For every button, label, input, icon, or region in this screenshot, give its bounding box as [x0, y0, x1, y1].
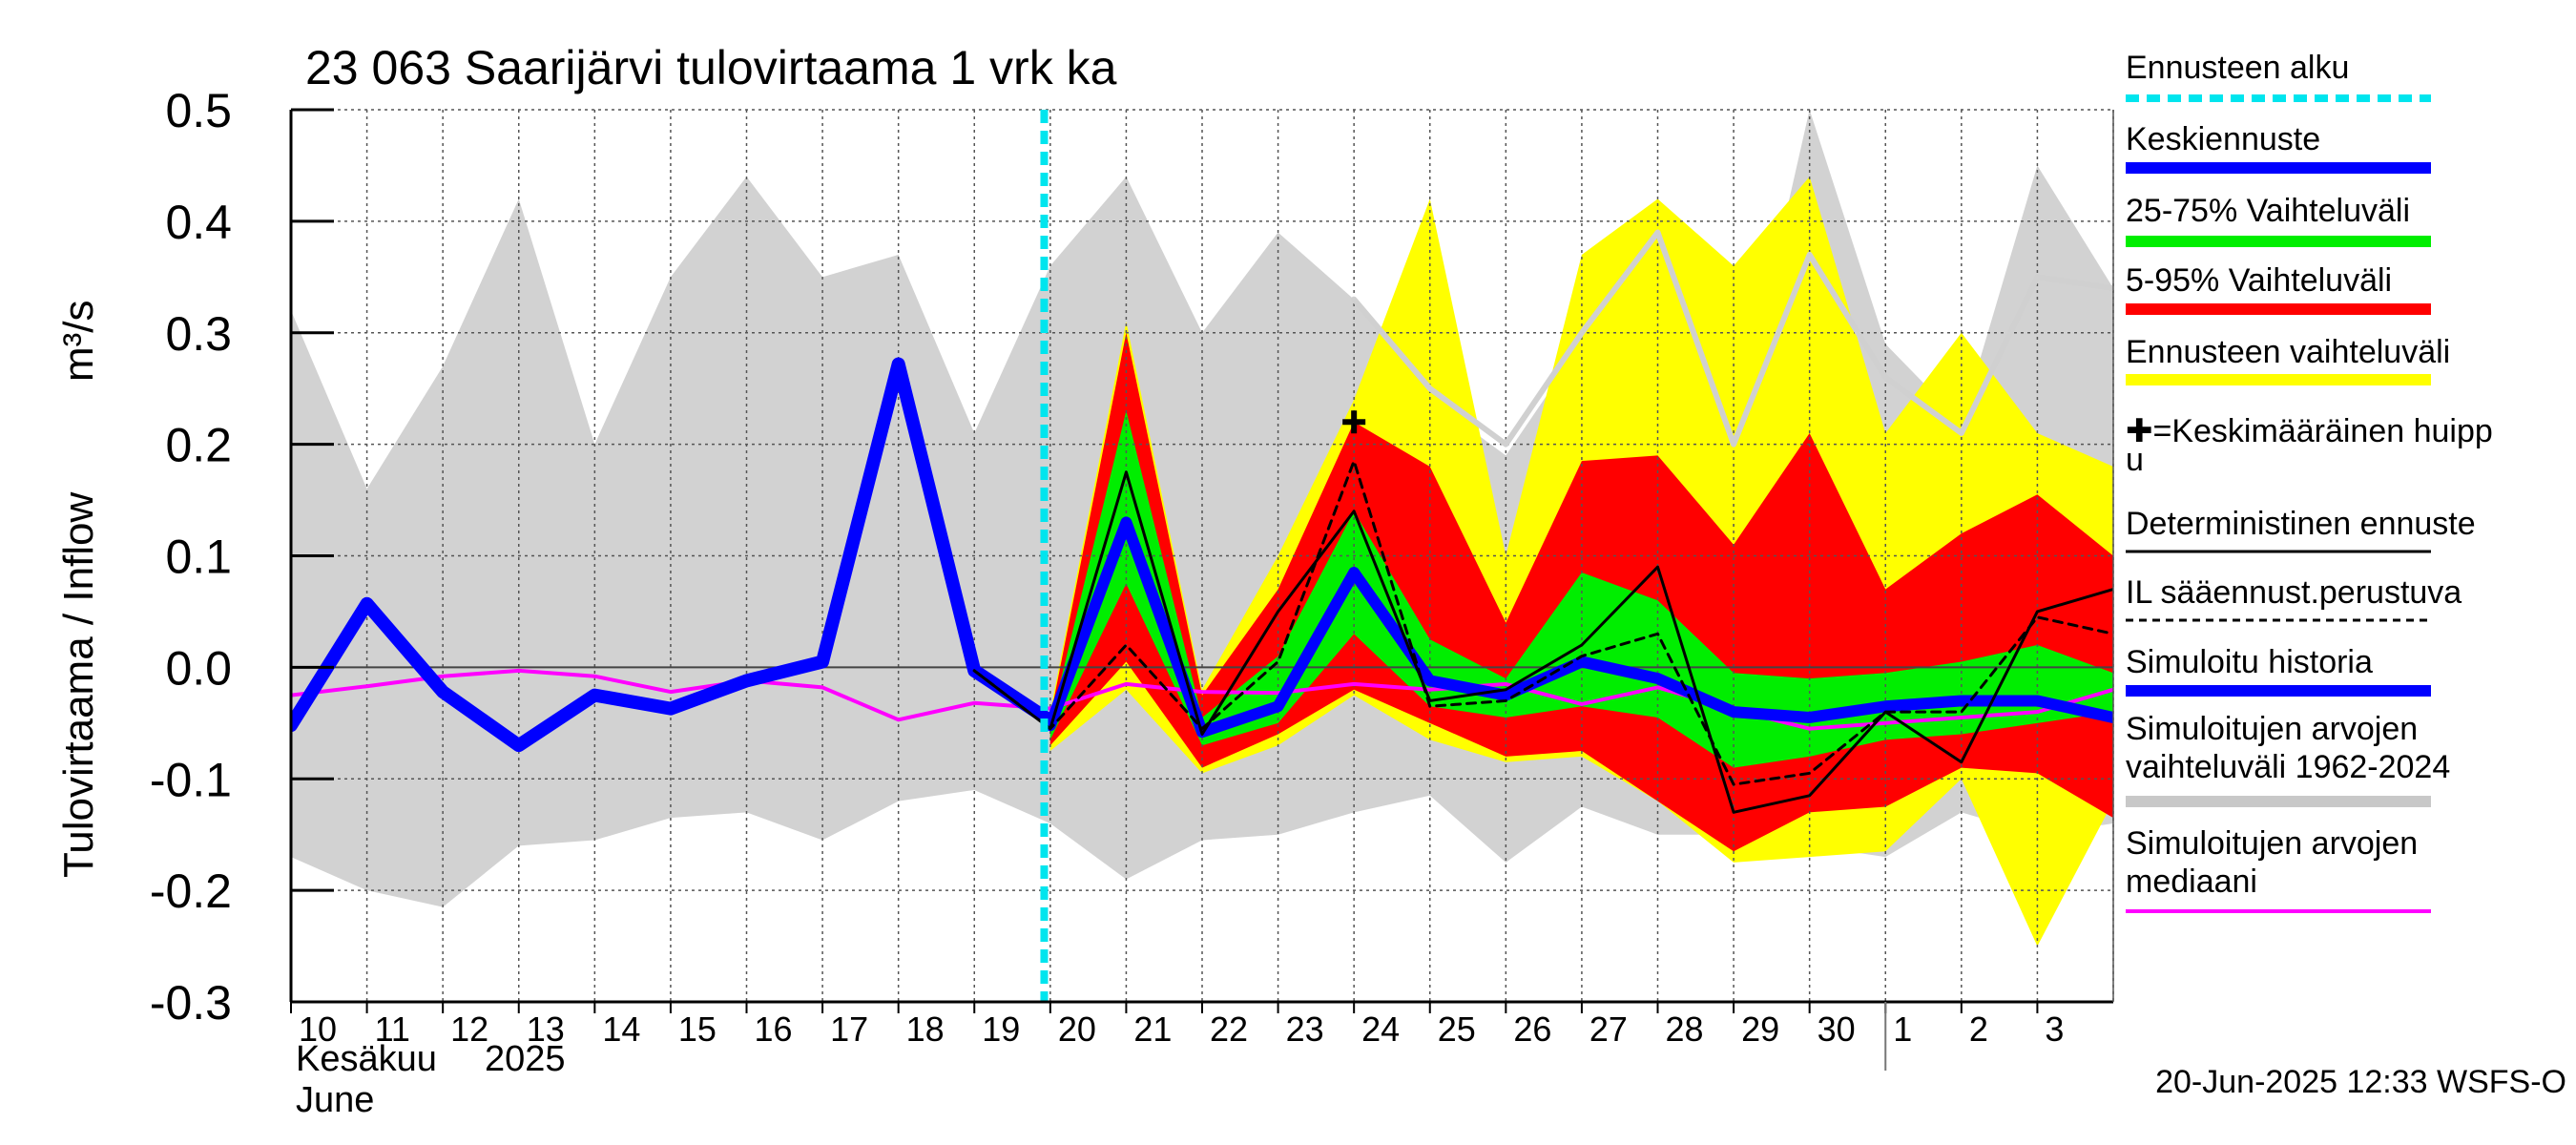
x-tick-label: 22 — [1210, 1010, 1248, 1049]
y-tick-label: -0.3 — [150, 976, 232, 1030]
y-tick-label: 0.3 — [165, 307, 232, 361]
x-tick-label: 29 — [1741, 1010, 1779, 1049]
x-tick-label: 21 — [1133, 1010, 1172, 1049]
legend-item: 5-95% Vaihteluväli — [2126, 262, 2431, 315]
il-forecast-line — [972, 459, 2113, 786]
legend-label: Deterministinen ennuste — [2126, 506, 2476, 542]
band-25-75 — [1049, 410, 2113, 768]
x-tick-label: 14 — [602, 1010, 640, 1049]
y-axis-label: Tulovirtaama / Inflow — [55, 491, 102, 878]
legend-item: 25-75% Vaihteluväli — [2126, 193, 2431, 247]
legend-label: Simuloitujen arvojen — [2126, 825, 2418, 862]
legend-label: Simuloitujen arvojen — [2126, 711, 2418, 747]
legend-item: Ennusteen alku — [2126, 50, 2431, 102]
year-label: 2025 — [485, 1039, 566, 1079]
axes-layer: 0.50.40.30.20.10.0-0.1-0.2-0.3 10 11 12 13 14… — [150, 84, 2114, 1071]
y-tick-label: 0.0 — [165, 641, 232, 695]
bands-layer — [291, 110, 2113, 947]
grid-layer — [290, 109, 2114, 1003]
forecast-grey-median-line — [1351, 229, 2113, 448]
timestamp: 20-Jun-2025 12:33 WSFS-O — [2155, 1064, 2566, 1100]
x-tick-label: 18 — [906, 1010, 945, 1049]
y-axis-unit: m³/s — [55, 300, 102, 382]
x-tick-label: 1 — [1893, 1010, 1912, 1049]
y-tick-label: -0.1 — [150, 753, 232, 806]
x-tick-label: 27 — [1589, 1010, 1628, 1049]
x-tick-label: 20 — [1058, 1010, 1096, 1049]
x-tick-label: 25 — [1438, 1010, 1476, 1049]
legend-item: IL sääennust.perustuva — [2126, 574, 2462, 622]
month-label-fi: Kesäkuu — [296, 1039, 437, 1079]
x-tick-label: 19 — [982, 1010, 1020, 1049]
legend-label: Ennusteen alku — [2126, 50, 2349, 86]
legend-label: mediaani — [2126, 864, 2257, 900]
x-tick-label: 26 — [1513, 1010, 1551, 1049]
simulated-median-line — [291, 668, 2113, 731]
legend-item: Deterministinen ennuste — [2126, 506, 2476, 553]
legend: Ennusteen alku Keskiennuste 25-75% Vaihtel… — [2126, 50, 2493, 913]
x-tick-label: 12 — [450, 1010, 488, 1049]
x-tick-label: 15 — [678, 1010, 717, 1049]
x-tick-label: 10 — [299, 1010, 337, 1049]
legend-label-wrap: u — [2126, 442, 2144, 478]
y-tick-label: 0.4 — [165, 196, 232, 249]
x-tick-label: 28 — [1666, 1010, 1704, 1049]
x-tick-label: 3 — [2045, 1010, 2064, 1049]
legend-label: Simuloitu historia — [2126, 644, 2373, 680]
chart-title: 23 063 Saarijärvi tulovirtaama 1 vrk ka — [305, 41, 1117, 94]
y-tick-label: 0.2 — [165, 419, 232, 472]
month-label-en: June — [296, 1080, 374, 1120]
x-tick-label: 2 — [1969, 1010, 1988, 1049]
legend-label: Ennusteen vaihteluväli — [2126, 334, 2450, 370]
mean-forecast-line — [1044, 516, 2113, 739]
legend-label: 5-95% Vaihteluväli — [2126, 262, 2392, 299]
legend-label: vaihteluväli 1962-2024 — [2126, 749, 2450, 785]
legend-label: 25-75% Vaihteluväli — [2126, 193, 2410, 229]
y-tick-label: -0.2 — [150, 864, 232, 918]
legend-item: Keskiennuste — [2126, 121, 2431, 174]
legend-item: Simuloitu historia — [2126, 644, 2431, 697]
mean-peak-marker — [1342, 410, 1366, 434]
x-tick-label: 11 — [375, 1010, 410, 1049]
legend-item: Ennusteen vaihteluväli — [2126, 334, 2450, 385]
x-tick-label: 24 — [1361, 1010, 1400, 1049]
y-tick-label: 0.5 — [165, 84, 232, 137]
x-tick-label: 30 — [1818, 1010, 1856, 1049]
deterministic-forecast-line — [972, 470, 2113, 814]
y-tick-label: 0.1 — [165, 531, 232, 584]
x-tick-label: 16 — [755, 1010, 793, 1049]
simulated-history-line — [291, 357, 1057, 753]
x-tick-label: 17 — [830, 1010, 868, 1049]
legend-label: Keskiennuste — [2126, 121, 2320, 157]
x-tick-label: 23 — [1286, 1010, 1324, 1049]
x-tick-label: 13 — [527, 1010, 565, 1049]
legend-label: IL sääennust.perustuva — [2126, 574, 2462, 611]
lines-layer — [291, 110, 2113, 1002]
legend-label: ✚=Keskimääräinen huipp — [2126, 413, 2493, 449]
